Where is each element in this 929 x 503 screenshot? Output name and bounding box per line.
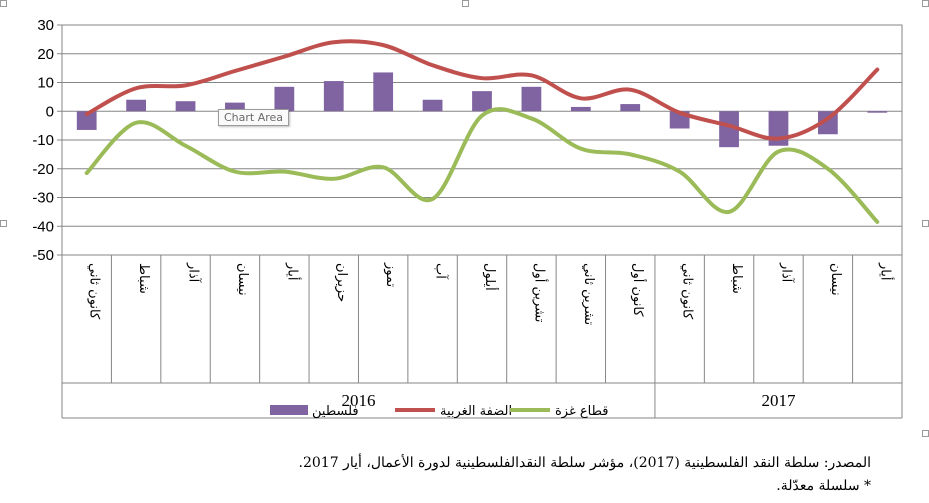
- x-tick-label: شباط: [729, 263, 744, 294]
- adjusted-series-note: * سلسلة معدّلة.: [776, 478, 871, 494]
- line-series-0: [84, 39, 880, 141]
- x-tick-label: آذار: [778, 262, 795, 284]
- bar-palestine-14: [768, 111, 789, 146]
- x-tick-label: تشرين ثاني: [581, 263, 596, 325]
- bar-palestine-10: [570, 106, 591, 112]
- selection-handle-top-left[interactable]: [0, 0, 7, 7]
- y-tick-label: 0: [46, 103, 54, 120]
- x-tick-label: شباط: [136, 263, 151, 294]
- x-tick-label: أيار: [877, 262, 894, 280]
- y-tick-label: 30: [37, 17, 54, 34]
- legend-label: الضفة الغربية: [440, 404, 512, 419]
- bar-palestine-9: [521, 86, 542, 112]
- x-tick-label: أيلول: [482, 263, 499, 291]
- year-label: 2016: [341, 391, 375, 410]
- bar-palestine-0: [76, 111, 97, 130]
- line-series-1: [84, 107, 880, 224]
- bar-palestine-6: [373, 72, 394, 112]
- selection-handle-middle-left[interactable]: [0, 220, 7, 227]
- y-tick-label: -10: [32, 132, 54, 149]
- x-tick-label: كانون ثاني: [680, 263, 695, 320]
- bar-palestine-5: [323, 81, 344, 112]
- x-tick-label: أيار: [284, 262, 301, 280]
- x-tick-label: كانون أول: [630, 263, 647, 317]
- chart-svg: -50 -40 -30 -20 -10 0 10 20 30 كانون ثاني شباط آذار…: [32, 17, 903, 419]
- x-tick-label: تموز: [383, 262, 398, 288]
- y-tick-label: -20: [32, 161, 54, 178]
- bar-palestine-8: [472, 91, 492, 112]
- legend-swatch-0: [270, 405, 308, 415]
- x-tick-label: نيسان: [235, 263, 250, 296]
- bar-palestine-7: [422, 99, 443, 112]
- selection-handle-top-center[interactable]: [462, 0, 469, 7]
- y-tick-label: 20: [37, 46, 54, 63]
- year-label: 2017: [761, 391, 796, 410]
- x-tick-label: نيسان: [828, 263, 843, 296]
- selection-handle-top-right[interactable]: [922, 0, 929, 7]
- chart-area[interactable]: -50 -40 -30 -20 -10 0 10 20 30 كانون ثاني شباط آذار…: [0, 0, 929, 440]
- x-tick-label: تشرين أول: [531, 263, 548, 323]
- bar-palestine-3: [225, 102, 245, 112]
- x-tick-label: آذار: [186, 262, 203, 284]
- source-note: المصدر: سلطة النقد الفلسطينية (2017)، مؤ…: [298, 455, 871, 471]
- selection-handle-bottom-right[interactable]: [922, 430, 929, 437]
- y-tick-label: -50: [32, 247, 54, 264]
- bar-palestine-1: [126, 99, 146, 112]
- bar-palestine-11: [620, 104, 641, 112]
- bar-palestine-4: [274, 86, 295, 112]
- legend-label: قطاع غزة: [555, 404, 609, 419]
- y-tick-label: -40: [32, 218, 54, 235]
- y-tick-label: -30: [32, 190, 54, 207]
- x-tick-label: كانون ثاني: [87, 263, 102, 320]
- legend-label: فلسطين: [312, 404, 359, 419]
- x-tick-label: آب: [433, 263, 450, 280]
- x-tick-label: حزيران: [334, 263, 349, 302]
- bar-palestine-2: [175, 101, 196, 112]
- bar-palestine-16: [867, 111, 888, 113]
- bar-palestine-13: [719, 111, 739, 148]
- chart-area-tooltip: Chart Area: [218, 109, 290, 126]
- selection-handle-middle-right[interactable]: [922, 220, 929, 227]
- y-tick-label: 10: [37, 75, 54, 92]
